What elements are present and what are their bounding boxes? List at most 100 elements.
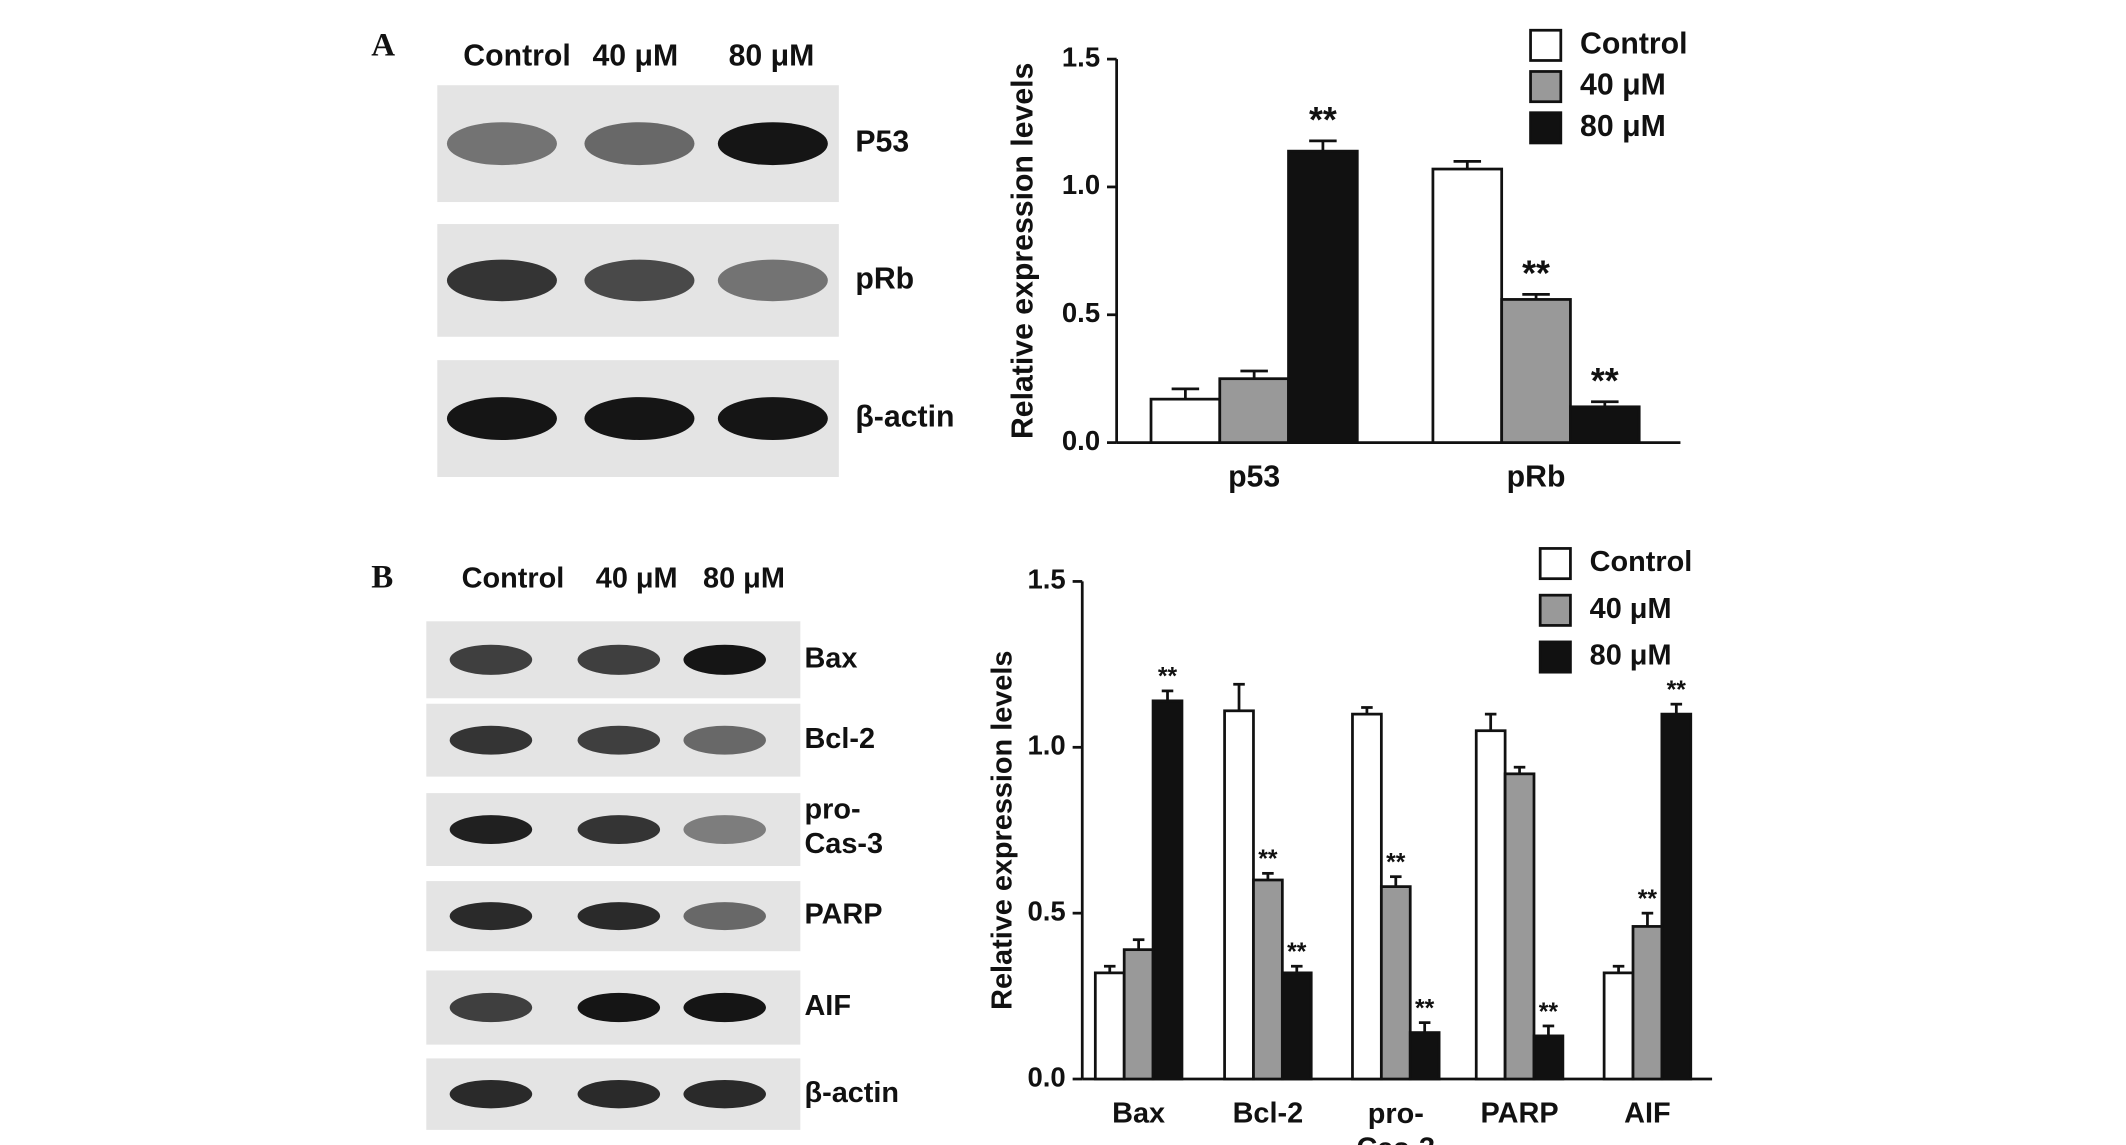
y-tick-label: 0.0	[1062, 425, 1100, 456]
blot-band	[446, 397, 557, 440]
blot-column-label: 40 μM	[592, 40, 678, 73]
legend-swatch	[1529, 70, 1563, 104]
blot-band	[683, 815, 766, 844]
blot-column-label: Control	[463, 40, 571, 73]
blot-band	[449, 992, 533, 1023]
bar	[1351, 712, 1383, 1081]
blot-column-label: 80 μM	[729, 40, 815, 73]
blot-band	[446, 122, 557, 166]
bar	[1122, 948, 1155, 1081]
blot-column-label: 80 μM	[703, 563, 785, 595]
y-axis-label: Relative expression levels	[1006, 63, 1039, 439]
blot-band	[584, 259, 695, 302]
x-tick-label: PARP	[1481, 1097, 1559, 1129]
blot-row-label: PARP	[804, 899, 882, 931]
blot-row-label: pRb	[855, 262, 914, 295]
legend-swatch	[1538, 593, 1572, 627]
bar	[1252, 878, 1284, 1081]
significance-marker: **	[1638, 886, 1658, 913]
blot-band	[446, 259, 557, 302]
bar	[1660, 712, 1693, 1081]
blot-band	[577, 815, 661, 844]
legend-label: Control	[1590, 546, 1693, 578]
blot-band	[717, 397, 828, 440]
blot-band	[683, 902, 766, 931]
legend-label: 80 μM	[1590, 640, 1672, 672]
legend-swatch	[1529, 28, 1563, 62]
significance-marker: **	[1287, 939, 1307, 966]
y-tick-label: 0.5	[1062, 297, 1100, 328]
legend-swatch	[1538, 547, 1572, 581]
significance-marker: **	[1415, 995, 1435, 1022]
bar	[1287, 149, 1359, 444]
blot-row-label: Bax	[804, 642, 857, 674]
significance-marker: **	[1591, 361, 1619, 401]
blot-row-label: Bcl-2	[804, 723, 875, 755]
panel-label: A	[371, 28, 395, 64]
bar	[1408, 1031, 1441, 1081]
panel-label: B	[371, 560, 393, 596]
significance-marker: **	[1258, 846, 1278, 873]
blot-band	[449, 725, 533, 755]
x-tick-label: AIF	[1624, 1097, 1671, 1129]
significance-marker: **	[1309, 100, 1337, 140]
blot-row-label: AIF	[804, 990, 851, 1022]
bar	[1503, 772, 1536, 1081]
blot-row-label: pro-Cas-3	[804, 793, 883, 860]
y-tick-label: 0.5	[1028, 895, 1066, 926]
blot-band	[717, 259, 828, 302]
blot-row-label: β-actin	[855, 401, 954, 434]
blot-band	[584, 122, 695, 166]
bar	[1631, 925, 1664, 1081]
significance-marker: **	[1158, 664, 1178, 691]
blot-band	[449, 644, 533, 675]
legend-label: 80 μM	[1580, 110, 1666, 143]
x-tick-label: pRb	[1507, 460, 1566, 493]
y-tick-label: 1.0	[1028, 730, 1066, 761]
blot-row-label: P53	[855, 126, 909, 159]
blot-band	[449, 1079, 533, 1109]
bar	[1569, 405, 1641, 444]
y-tick-label: 0.0	[1028, 1061, 1066, 1092]
significance-marker: **	[1539, 999, 1559, 1026]
bar	[1093, 971, 1126, 1081]
blot-band	[577, 902, 661, 931]
y-tick-label: 1.0	[1062, 169, 1100, 200]
x-tick-label: pro-Cas-3	[1356, 1097, 1435, 1145]
blot-band	[449, 815, 533, 844]
blot-band	[577, 644, 661, 675]
legend-label: 40 μM	[1580, 69, 1666, 102]
significance-marker: **	[1522, 253, 1550, 293]
blot-band	[577, 992, 661, 1023]
blot-band	[683, 644, 766, 675]
legend-swatch	[1529, 111, 1563, 145]
bar	[1602, 971, 1635, 1081]
x-tick-label: Bax	[1112, 1097, 1165, 1129]
blot-column-label: Control	[462, 563, 565, 595]
x-tick-label: Bcl-2	[1233, 1097, 1304, 1129]
blot-row-label: β-actin	[804, 1077, 899, 1109]
bar	[1218, 377, 1290, 444]
y-axis-label: Relative expression levels	[986, 651, 1018, 1010]
blot-column-label: 40 μM	[596, 563, 678, 595]
legend-swatch	[1538, 640, 1572, 674]
y-tick-label: 1.5	[1062, 41, 1100, 72]
blot-band	[577, 1079, 661, 1109]
blot-band	[449, 902, 533, 931]
bar	[1500, 298, 1572, 444]
bar	[1280, 971, 1313, 1081]
bar	[1379, 885, 1412, 1081]
significance-marker: **	[1667, 677, 1687, 704]
blot-band	[683, 1079, 766, 1109]
y-tick-label: 1.5	[1028, 564, 1066, 595]
blot-band	[584, 397, 695, 440]
bar	[1532, 1034, 1565, 1081]
blot-band	[683, 725, 766, 755]
significance-marker: **	[1386, 849, 1406, 876]
legend-label: Control	[1580, 27, 1688, 60]
blot-band	[717, 122, 828, 166]
blot-band	[577, 725, 661, 755]
bar	[1151, 699, 1184, 1081]
